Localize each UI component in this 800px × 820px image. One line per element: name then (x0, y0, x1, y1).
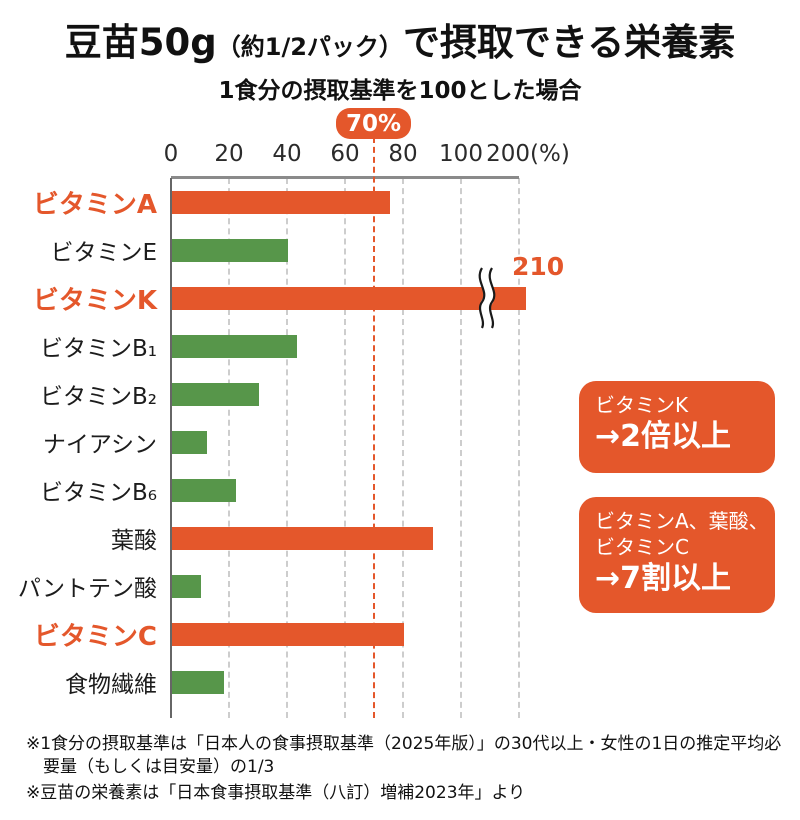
callout-box-1: ビタミンK →2倍以上 (579, 381, 775, 473)
chart-subtitle: 1食分の摂取基準を100とした場合 (218, 78, 582, 104)
category-label: ビタミンC (33, 621, 157, 652)
bar-6 (172, 430, 207, 454)
bar-7 (172, 478, 236, 502)
callout-emphasis: →2倍以上 (595, 419, 732, 454)
bar-11 (172, 670, 225, 694)
callout-emphasis: →7割以上 (595, 561, 732, 596)
gridline-200 (518, 178, 520, 718)
title-part2: で摂取できる栄養素 (402, 21, 736, 64)
footnote-1: ※1食分の摂取基準は「日本人の食事摂取基準（2025年版）」の30代以上・女性の… (26, 734, 782, 777)
callout-box-2: ビタミンA、葉酸、 ビタミンC →7割以上 (579, 497, 775, 613)
bar-value-label: 210 (512, 252, 565, 281)
category-label: ナイアシン (42, 432, 157, 458)
category-label: 葉酸 (111, 528, 157, 554)
category-label: ビタミンA (32, 189, 157, 220)
title-paren: （約1/2パック） (216, 33, 403, 61)
bar-4 (172, 334, 297, 358)
y-axis-line (170, 178, 172, 718)
x-axis-tick-0: 0 (163, 141, 179, 167)
header: 豆苗50g（約1/2パック）で摂取できる栄養素 1食分の摂取基準を100とした場… (0, 12, 800, 105)
gridline-100 (460, 178, 462, 718)
gridline-80 (402, 178, 404, 718)
callout-text: ビタミンC (595, 535, 689, 559)
threshold-line (373, 137, 375, 718)
x-axis-tick-60: 60 (330, 141, 360, 167)
bar-2 (172, 238, 288, 262)
callout-text: ビタミンK (595, 393, 689, 417)
category-label: ビタミンB₆ (40, 480, 157, 506)
x-axis-tick-100: 100 (439, 141, 483, 167)
x-axis-tick-20: 20 (214, 141, 244, 167)
category-label: ビタミンB₂ (40, 384, 157, 410)
category-label: ビタミンB₁ (40, 336, 157, 362)
x-axis-tick-80: 80 (388, 141, 418, 167)
gridline-40 (286, 178, 288, 718)
x-axis-tick-40: 40 (272, 141, 302, 167)
bar-8 (172, 526, 433, 550)
title-part1: 豆苗50g (64, 21, 217, 64)
footnotes: ※1食分の摂取基準は「日本人の食事摂取基準（2025年版）」の30代以上・女性の… (26, 733, 784, 807)
bar-1 (172, 190, 390, 214)
axis-break-icon (471, 265, 503, 335)
callout-text: ビタミンA、葉酸、 (595, 509, 769, 533)
category-label: ビタミンK (32, 285, 157, 316)
page-title: 豆苗50g（約1/2パック）で摂取できる栄養素 (0, 12, 800, 66)
bar-10 (172, 622, 404, 646)
threshold-badge: 70% (336, 108, 411, 139)
category-label: パントテン酸 (17, 576, 157, 602)
bar-9 (172, 574, 201, 598)
footnote-2: ※豆苗の栄養素は「日本食事摂取基準（八訂）増補2023年」より (26, 782, 526, 803)
x-axis-line (171, 176, 519, 179)
category-label: ビタミンE (50, 240, 157, 266)
bar-5 (172, 382, 259, 406)
gridline-60 (344, 178, 346, 718)
category-label: 食物繊維 (65, 672, 157, 698)
gridline-20 (228, 178, 230, 718)
bar-3 (172, 286, 526, 310)
x-axis-tick-200: 200(%) (486, 141, 570, 167)
